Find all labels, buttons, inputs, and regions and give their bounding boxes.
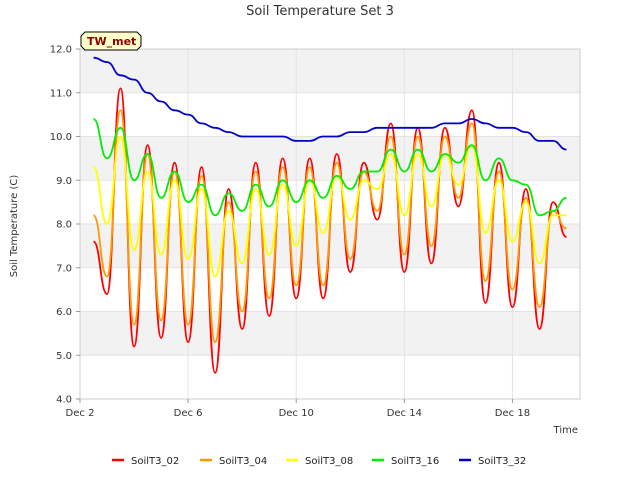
y-axis-ticks: 4.0 5.0 6.0 7.0 8.0 9.0 10.0 11.0 12.0 xyxy=(50,45,80,406)
x-tick-label: Dec 10 xyxy=(279,408,314,419)
plot-band xyxy=(80,92,580,137)
legend-label-soilt3-08: SoilT3_08 xyxy=(305,456,353,467)
y-tick-label: 5.0 xyxy=(56,351,72,362)
x-tick-label: Dec 2 xyxy=(66,408,95,419)
plot-band xyxy=(80,355,580,399)
x-axis-label: Time xyxy=(553,425,578,436)
y-tick-label: 10.0 xyxy=(50,132,72,143)
legend-label-soilt3-04: SoilT3_04 xyxy=(219,456,267,467)
legend-label-soilt3-16: SoilT3_16 xyxy=(391,456,439,467)
x-tick-label: Dec 6 xyxy=(174,408,203,419)
chart-title: Soil Temperature Set 3 xyxy=(246,4,394,19)
series-layer xyxy=(92,56,567,374)
y-tick-label: 9.0 xyxy=(56,176,72,187)
legend-label-soilt3-32: SoilT3_32 xyxy=(478,456,526,467)
y-tick-label: 8.0 xyxy=(56,220,72,231)
legend: SoilT3_02 SoilT3_04 SoilT3_08 SoilT3_16 Soil… xyxy=(112,456,526,467)
y-axis-label: Soil Temperature (C) xyxy=(9,175,20,278)
plot-band xyxy=(80,311,580,356)
y-tick-label: 4.0 xyxy=(56,395,72,406)
plot-band xyxy=(80,49,580,93)
plot-band xyxy=(80,136,580,181)
y-tick-label: 11.0 xyxy=(50,88,72,99)
x-tick-label: Dec 14 xyxy=(387,408,422,419)
x-tick-label: Dec 18 xyxy=(495,408,530,419)
series-line-soilt3-16 xyxy=(92,118,567,217)
y-tick-label: 6.0 xyxy=(56,307,72,318)
legend-label-soilt3-02: SoilT3_02 xyxy=(131,456,179,467)
series-line-soilt3-08 xyxy=(92,135,567,278)
plot-band xyxy=(80,267,580,312)
badge-box xyxy=(80,31,142,51)
station-badge: TW_met xyxy=(80,31,142,51)
x-axis-ticks: Dec 2 Dec 6 Dec 10 Dec 14 Dec 18 xyxy=(66,399,530,419)
badge-label: TW_met xyxy=(87,35,136,48)
y-tick-label: 7.0 xyxy=(56,263,72,274)
series-line-soilt3-32 xyxy=(93,56,567,151)
y-tick-label: 12.0 xyxy=(50,45,72,56)
